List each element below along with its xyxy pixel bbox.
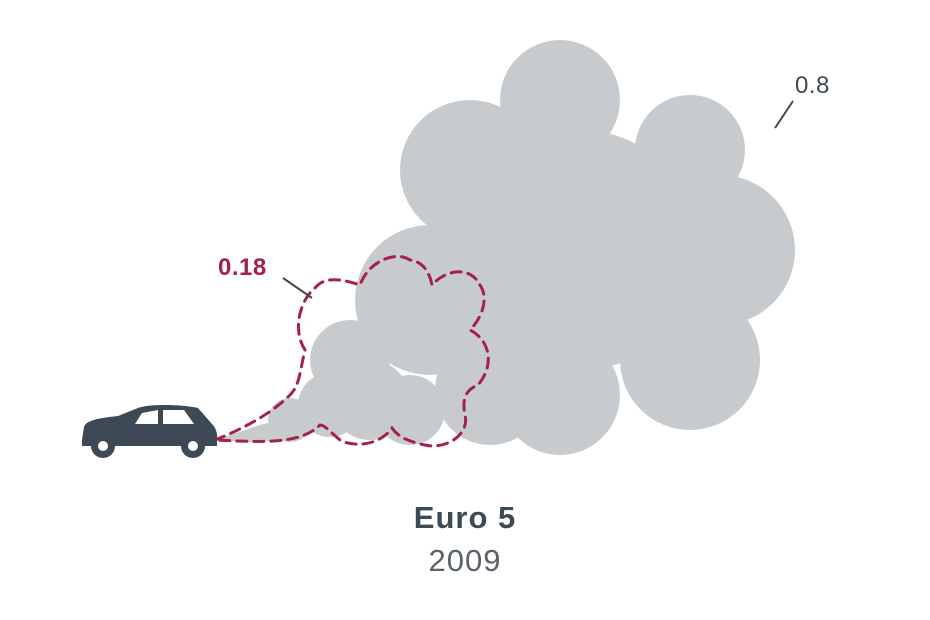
small-emission-cloud-outline <box>214 254 490 448</box>
large-emission-cloud <box>215 40 795 455</box>
large-cloud-value-label: 0.8 <box>795 72 830 99</box>
small-value-leader-line <box>282 277 313 299</box>
caption-year: 2009 <box>428 543 502 578</box>
caption-title: Euro 5 <box>413 500 517 535</box>
large-value-leader-line <box>774 100 794 129</box>
car-icon <box>82 405 218 458</box>
small-cloud-value-label: 0.18 <box>218 254 267 281</box>
